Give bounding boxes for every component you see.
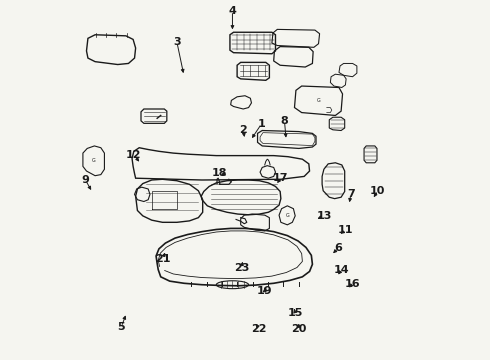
Text: 3: 3 [173, 37, 181, 47]
Text: 10: 10 [370, 186, 385, 196]
Text: 23: 23 [234, 263, 249, 273]
Text: 21: 21 [155, 254, 170, 264]
Text: 18: 18 [212, 168, 228, 178]
Text: 12: 12 [126, 150, 142, 160]
Text: 2: 2 [239, 125, 247, 135]
Text: 16: 16 [345, 279, 361, 289]
Text: 11: 11 [338, 225, 353, 235]
Text: 17: 17 [273, 173, 289, 183]
Text: 4: 4 [228, 6, 236, 16]
Text: 1: 1 [257, 120, 265, 129]
Text: 20: 20 [291, 324, 306, 334]
Text: 9: 9 [81, 175, 89, 185]
Text: 13: 13 [316, 211, 332, 221]
Text: G: G [317, 98, 320, 103]
Text: 15: 15 [288, 308, 303, 318]
Text: 14: 14 [334, 265, 350, 275]
Text: 7: 7 [347, 189, 355, 199]
Text: 22: 22 [251, 324, 267, 334]
Text: 19: 19 [257, 286, 272, 296]
Text: 8: 8 [281, 116, 288, 126]
Text: 5: 5 [118, 322, 125, 332]
Text: G: G [286, 213, 289, 218]
Text: G: G [92, 158, 96, 163]
Text: 6: 6 [334, 243, 342, 253]
